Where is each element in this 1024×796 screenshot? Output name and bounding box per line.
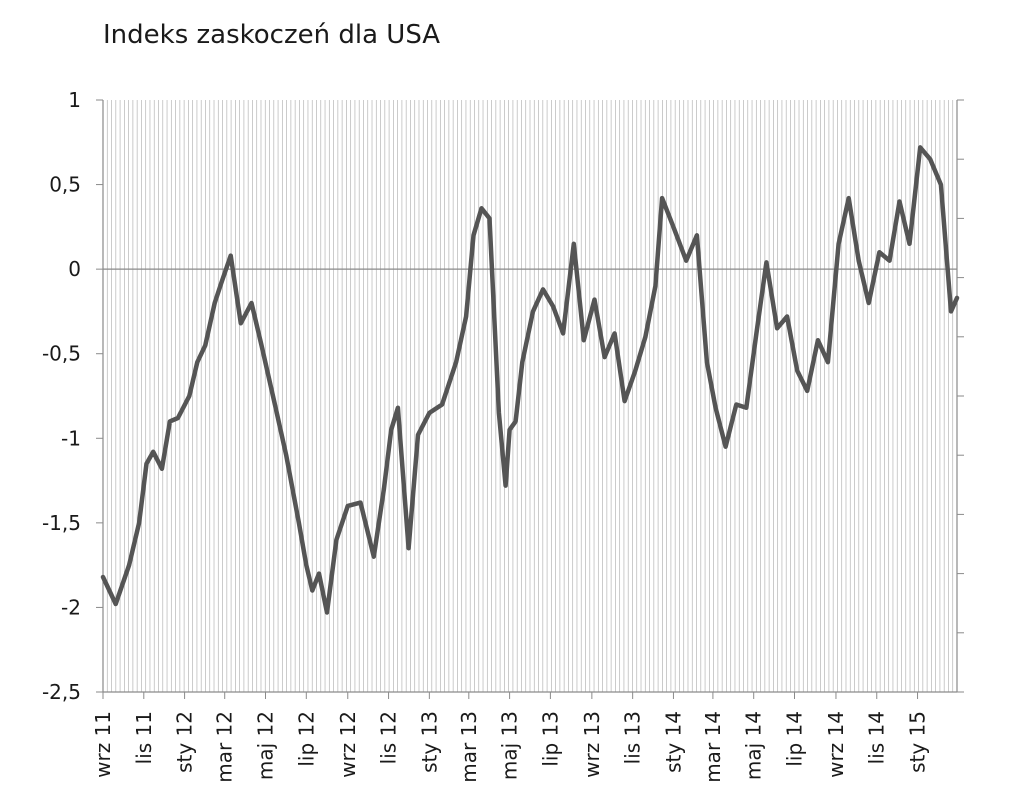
x-tick-label: lip 13 <box>538 711 562 767</box>
x-tick-label: lis 13 <box>621 711 645 764</box>
y-tick-label: -0,5 <box>42 342 81 366</box>
x-tick-label: lis 12 <box>377 711 401 764</box>
x-tick-label: sty 14 <box>661 711 685 773</box>
y-axis-ticks: 1 0,5 0 -0,5 -1 -1,5 -2 -2,5 <box>42 88 103 704</box>
x-tick-label: wrz 12 <box>336 711 360 778</box>
x-tick-label: lip 12 <box>294 711 318 767</box>
chart-title: Indeks zaskoczeń dla USA <box>103 20 441 50</box>
x-tick-label: wrz 11 <box>91 711 115 778</box>
x-tick-label: mar 13 <box>457 711 481 783</box>
y-tick-label: -2 <box>61 595 81 619</box>
y-tick-label: -2,5 <box>42 680 81 704</box>
y-tick-label: 0 <box>68 257 81 281</box>
x-tick-label: lis 11 <box>132 711 156 764</box>
x-tick-label: mar 14 <box>701 711 725 783</box>
x-axis-ticks: wrz 11 lis 11 sty 12 mar 12 maj 12 lip 12 wrz … <box>91 692 930 783</box>
x-tick-label: lip 14 <box>782 711 806 767</box>
axes <box>102 99 964 693</box>
y-tick-label: 1 <box>68 88 81 112</box>
x-tick-label: lis 14 <box>865 711 889 764</box>
x-tick-label: maj 14 <box>742 711 766 780</box>
y-tick-label: -1 <box>61 426 81 450</box>
y-tick-label: -1,5 <box>42 511 81 535</box>
x-tick-label: sty 12 <box>173 711 197 773</box>
y-tick-label: 0,5 <box>49 173 81 197</box>
x-tick-label: maj 12 <box>254 711 278 780</box>
x-tick-label: wrz 13 <box>580 711 604 778</box>
x-tick-label: maj 13 <box>498 711 522 780</box>
x-tick-label: wrz 14 <box>824 711 848 778</box>
data-series <box>100 145 960 615</box>
x-tick-label: mar 12 <box>213 711 237 783</box>
x-tick-label: sty 15 <box>906 711 930 773</box>
x-tick-label: sty 13 <box>417 711 441 773</box>
series-line <box>100 145 960 615</box>
vertical-gridlines <box>106 100 954 692</box>
